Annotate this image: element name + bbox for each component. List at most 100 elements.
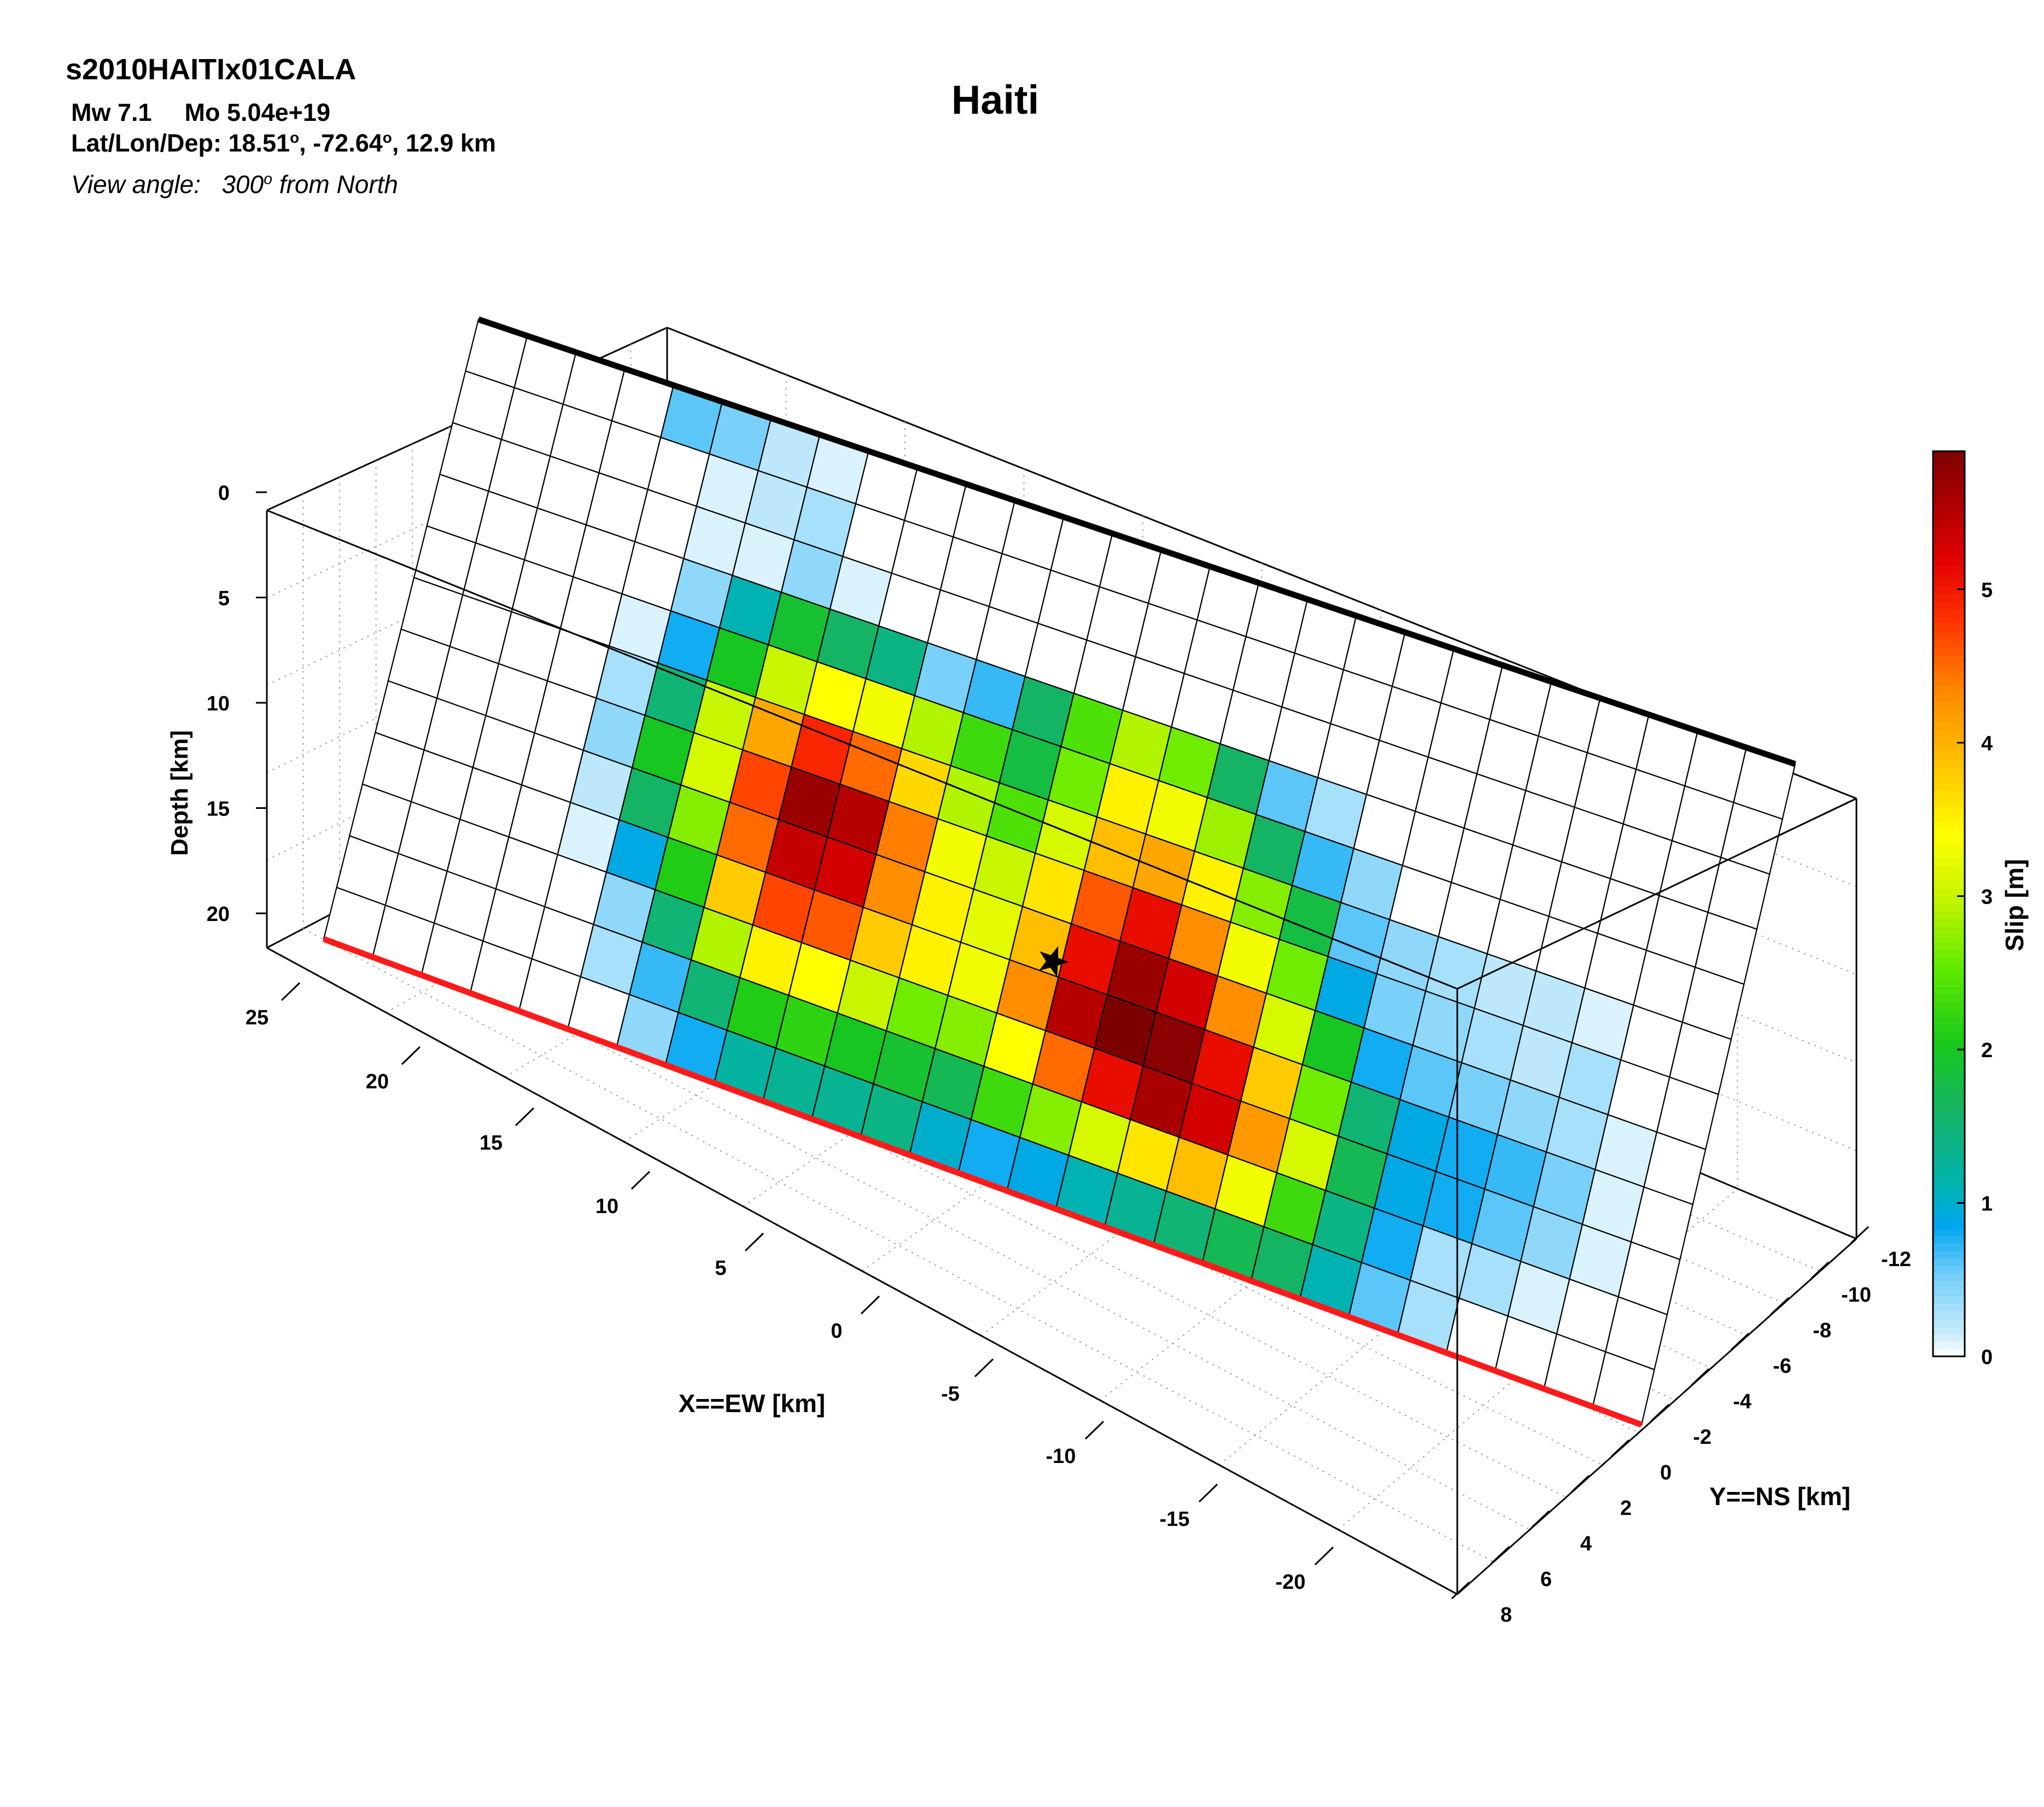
colorbar-segment (1933, 1054, 1965, 1063)
colorbar-segment (1933, 1092, 1965, 1100)
ns-axis-label: Y==NS [km] (1709, 1482, 1850, 1511)
ew-tick (1314, 1546, 1334, 1566)
depth-tick-label: 10 (207, 692, 230, 715)
colorbar-segment (1933, 1228, 1965, 1237)
colorbar-segment (1933, 655, 1965, 663)
colorbar-segment (1933, 1273, 1965, 1281)
colorbar-segment (1933, 866, 1965, 875)
ew-tick (630, 1170, 651, 1190)
ew-tick-label: 20 (366, 1070, 389, 1093)
colorbar-segment (1933, 926, 1965, 935)
ew-tick-label: -5 (941, 1383, 960, 1406)
event-id: s2010HAITIx01CALA (66, 53, 357, 86)
depth-tick-label: 20 (207, 903, 230, 926)
ew-tick (744, 1232, 764, 1252)
colorbar-segment (1933, 511, 1965, 520)
colorbar-tick-label: 1 (1981, 1192, 1993, 1215)
hypocenter-depth: 12.9 km (405, 129, 496, 157)
colorbar-segment (1933, 1303, 1965, 1312)
box-edge (1457, 797, 1857, 990)
colorbar-segment (1933, 1039, 1965, 1048)
colorbar-segment (1933, 919, 1965, 927)
colorbar-segment (1933, 994, 1965, 1002)
colorbar-segment (1933, 451, 1965, 459)
colorbar-segment (1933, 1250, 1965, 1259)
colorbar-tick-label: 2 (1981, 1039, 1993, 1062)
colorbar-segment (1933, 790, 1965, 799)
ns-tick (1451, 1581, 1470, 1600)
colorbar-segment (1933, 1258, 1965, 1267)
ns-tick (1610, 1439, 1630, 1458)
slip-patch-grid (323, 318, 1796, 1426)
colorbar-segment (1933, 896, 1965, 905)
box-edge (266, 947, 1458, 1595)
colorbar-segment (1933, 828, 1965, 837)
ew-tick-label: -20 (1276, 1571, 1306, 1594)
colorbar-segment (1933, 722, 1965, 731)
colorbar-segment (1933, 534, 1965, 543)
colorbar-segment (1933, 526, 1965, 535)
colorbar-segment (1933, 1009, 1965, 1018)
ew-tick (860, 1295, 880, 1315)
hypocenter-marker (1039, 946, 1069, 977)
colorbar-segment (1933, 557, 1965, 565)
floor-grid-line (303, 928, 1494, 1563)
colorbar-segment (1933, 504, 1965, 512)
colorbar-segment (1933, 1062, 1965, 1070)
colorbar-segment (1933, 1213, 1965, 1221)
colorbar-segment (1933, 1281, 1965, 1289)
colorbar-segment (1933, 843, 1965, 852)
colorbar-segment (1933, 957, 1965, 965)
ew-tick-label: 25 (246, 1006, 268, 1029)
ew-tick (1084, 1420, 1105, 1440)
colorbar-segment (1933, 662, 1965, 671)
view-angle-suffix: from North (279, 170, 398, 199)
colorbar-segment (1933, 888, 1965, 897)
floor-grid-line (1218, 1138, 1619, 1466)
colorbar-segment (1933, 813, 1965, 821)
fault-bottom-edge (323, 936, 1643, 1428)
colorbar-segment (1933, 488, 1965, 497)
view-angle-label: View angle: (71, 170, 201, 199)
colorbar-segment (1933, 1160, 1965, 1169)
longitude: -72.64 (313, 129, 383, 157)
depth-tick-label: 15 (207, 798, 230, 821)
ns-tick (1810, 1261, 1830, 1280)
colorbar-segment (1933, 458, 1965, 467)
colorbar-segment (1933, 1266, 1965, 1274)
colorbar-segment (1933, 1138, 1965, 1146)
hypocenter-star (1039, 946, 1069, 977)
ns-tick-label: 0 (1660, 1461, 1672, 1484)
magnitude: Mw 7.1 (71, 98, 152, 126)
colorbar-segment (1933, 496, 1965, 505)
colorbar-segment (1933, 881, 1965, 889)
colorbar-segment (1933, 1235, 1965, 1244)
ns-tick-label: 6 (1540, 1568, 1552, 1591)
colorbar-segment (1933, 669, 1965, 678)
colorbar-segment (1933, 1319, 1965, 1327)
depth-tick-label: 0 (218, 482, 230, 505)
colorbar-segment (1933, 1085, 1965, 1093)
colorbar-segment (1933, 1001, 1965, 1010)
colorbar-segment (1933, 625, 1965, 633)
colorbar-segment (1933, 730, 1965, 738)
ew-tick-label: 15 (480, 1132, 503, 1155)
colorbar-segment (1933, 639, 1965, 648)
colorbar-segment (1933, 1047, 1965, 1056)
colorbar-segment (1933, 609, 1965, 618)
ew-tick (515, 1107, 535, 1127)
colorbar-segment (1933, 647, 1965, 656)
colorbar-segment (1933, 1311, 1965, 1319)
ns-tick (1531, 1510, 1550, 1529)
colorbar-tick-label: 5 (1981, 579, 1993, 602)
ns-tick (1730, 1332, 1750, 1351)
colorbar-segment (1933, 753, 1965, 761)
seismic-moment: Mo 5.04e+19 (184, 98, 330, 126)
colorbar-segment (1933, 617, 1965, 626)
colorbar-segment (1933, 979, 1965, 988)
depth-axis-label: Depth [km] (166, 730, 193, 856)
ns-tick-label: 4 (1580, 1532, 1592, 1555)
colorbar-segment (1933, 1145, 1965, 1153)
ns-tick (1650, 1403, 1670, 1422)
